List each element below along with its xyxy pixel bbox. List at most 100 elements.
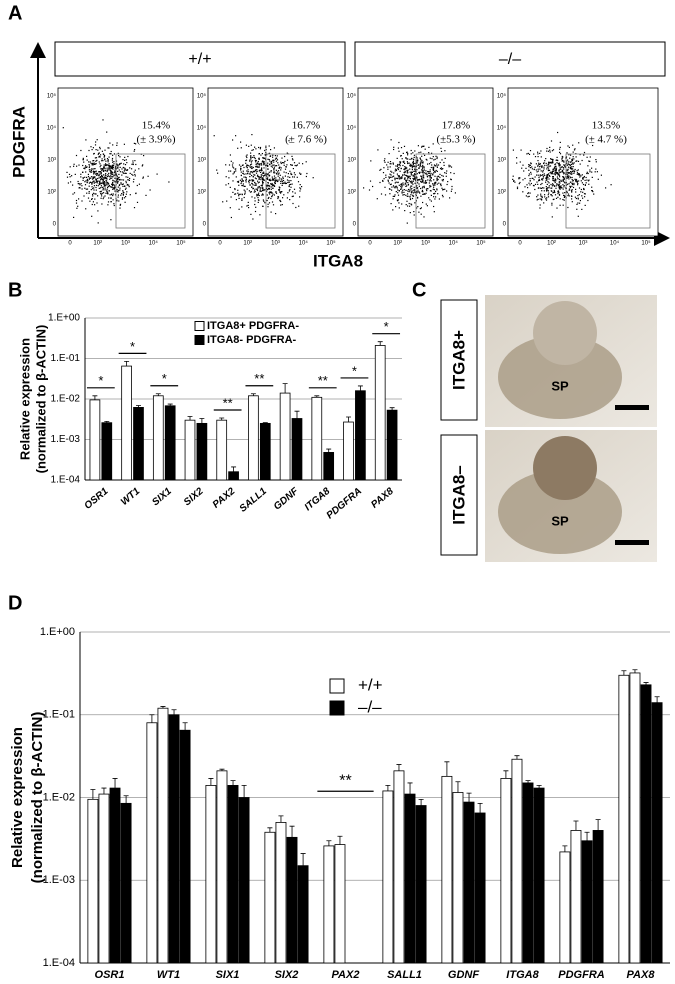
cell-dot (116, 190, 118, 192)
cell-dot (441, 179, 443, 181)
cell-dot (588, 160, 590, 162)
cell-dot (559, 176, 561, 178)
cell-dot (552, 173, 554, 175)
cell-dot (121, 174, 123, 176)
cell-dot (421, 165, 423, 168)
cell-dot (419, 163, 422, 165)
cell-dot (132, 162, 134, 164)
cell-dot (547, 190, 549, 192)
cell-dot (565, 182, 567, 184)
cell-dot (437, 178, 439, 181)
cell-dot (561, 166, 563, 168)
cell-dot (379, 169, 381, 171)
cell-dot (245, 160, 247, 162)
cell-dot (560, 166, 562, 168)
cell-dot (529, 164, 531, 166)
cell-dot (594, 171, 596, 173)
cell-dot (269, 185, 271, 187)
bar (382, 790, 394, 964)
cell-dot (216, 169, 218, 171)
cell-dot (573, 149, 576, 151)
cell-dot (414, 191, 416, 193)
cell-dot (534, 188, 536, 191)
legend-swatch (329, 678, 345, 694)
cell-dot (422, 186, 424, 188)
cell-dot (397, 168, 399, 171)
cell-dot (587, 199, 589, 202)
cell-dot (95, 157, 98, 159)
panel-label: C (412, 279, 426, 301)
cell-dot (117, 166, 119, 168)
cell-dot (109, 165, 111, 167)
cell-dot (418, 191, 420, 193)
cell-dot (416, 207, 418, 209)
gate-percent: 15.4% (142, 120, 170, 132)
y-tick-label: 1.E-02 (43, 791, 75, 803)
cell-dot (436, 165, 438, 167)
cell-dot (420, 161, 422, 163)
cell-dot (540, 150, 542, 152)
cell-dot (125, 169, 127, 171)
flow-y-tick-label: 10⁴ (347, 125, 357, 132)
cell-dot (229, 154, 231, 156)
cell-dot (529, 167, 531, 169)
cell-dot (302, 163, 304, 165)
cell-dot (275, 179, 277, 181)
cell-dot (262, 157, 265, 159)
cell-dot (432, 183, 434, 185)
cell-dot (573, 184, 575, 186)
cell-dot (88, 178, 90, 180)
bar (101, 422, 113, 481)
cell-dot (278, 188, 281, 190)
cell-dot (551, 187, 553, 189)
cell-dot (110, 171, 112, 173)
cell-dot (274, 172, 276, 174)
cell-dot (278, 189, 280, 191)
cell-dot (566, 152, 568, 154)
cell-dot (293, 176, 295, 178)
cell-dot (539, 163, 541, 165)
cell-dot (95, 160, 97, 162)
cell-dot (280, 182, 282, 184)
cell-dot (548, 162, 550, 164)
cell-dot (586, 172, 588, 175)
cell-dot (245, 177, 247, 179)
cell-dot (133, 150, 135, 152)
error-bar (621, 670, 627, 676)
error-bar (407, 782, 413, 795)
cell-dot (593, 193, 595, 195)
cell-dot (520, 149, 522, 151)
cell-dot (414, 177, 416, 179)
cell-dot (406, 158, 408, 160)
cell-dot (273, 177, 276, 179)
cell-dot (120, 162, 122, 164)
cell-dot (95, 178, 97, 180)
x-tick-label: PAX2 (332, 969, 360, 981)
cell-dot (524, 177, 526, 180)
cell-dot (536, 171, 538, 173)
cell-dot (559, 180, 561, 183)
cell-dot (400, 183, 402, 185)
cell-dot (554, 174, 556, 176)
cell-dot (282, 182, 284, 185)
cell-dot (232, 191, 234, 193)
cell-dot (429, 157, 431, 159)
cell-dot (263, 175, 265, 177)
cell-dot (556, 176, 558, 178)
cell-dot (267, 177, 269, 179)
cell-dot (104, 195, 106, 197)
cell-dot (595, 159, 597, 161)
cell-dot (275, 191, 277, 193)
cell-dot (136, 184, 138, 187)
panel-label: D (8, 592, 22, 614)
cell-dot (554, 172, 556, 174)
cell-dot (99, 156, 101, 158)
cell-dot (528, 182, 530, 184)
cell-dot (446, 190, 448, 192)
cell-dot (249, 159, 251, 161)
cell-dot (574, 196, 576, 198)
cell-dot (444, 150, 446, 152)
cell-dot (571, 201, 573, 203)
cell-dot (94, 198, 96, 200)
cell-dot (433, 172, 435, 174)
